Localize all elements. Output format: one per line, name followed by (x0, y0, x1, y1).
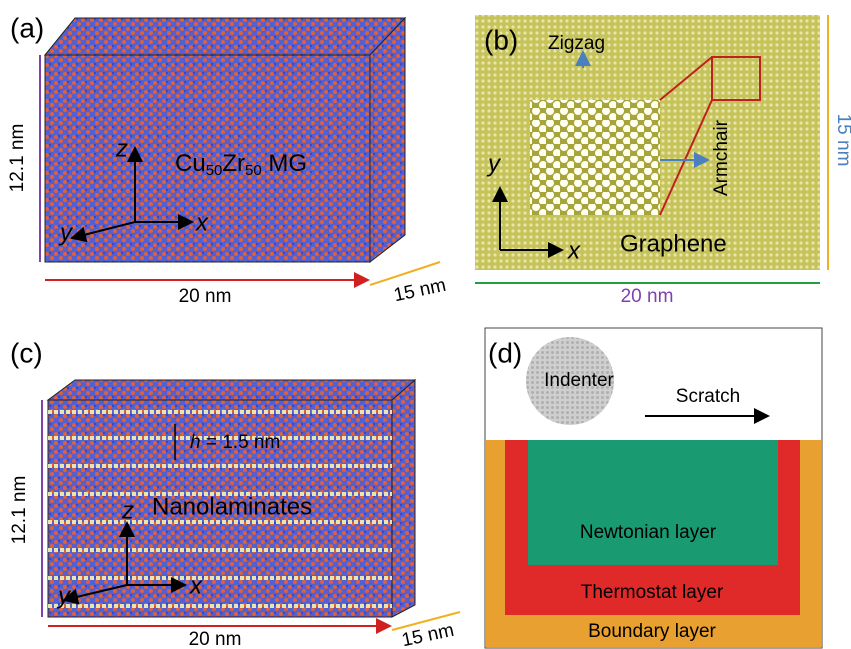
box-top (45, 18, 405, 55)
dimension-label: 15 nm (400, 620, 456, 649)
dimension-label: 20 nm (179, 286, 232, 307)
material-label: Cu50Zr50 MG (175, 150, 307, 179)
box-side (392, 380, 415, 617)
dimension-label: 15 nm (833, 114, 851, 167)
dimension-label: 20 nm (189, 629, 242, 649)
panel-label: (d) (488, 337, 522, 368)
indenter-label: Indenter (544, 370, 614, 391)
figure: (a) 12.1 nm 20 nm 15 nm Cu50Zr50 MG z x … (0, 0, 851, 649)
direction-label: Zigzag (548, 33, 605, 54)
dimension-label: 15 nm (392, 275, 448, 307)
material-label: Graphene (620, 230, 727, 257)
subscript: 50 (245, 162, 262, 179)
layer-label: Thermostat layer (581, 582, 724, 603)
panel-d: (d) Indenter Scratch Newtonian layer The… (485, 328, 822, 648)
layer-label: Boundary layer (588, 621, 716, 642)
axis-label: y (56, 582, 72, 609)
spacing-label: h = 1.5 nm (190, 432, 280, 453)
box-top (48, 380, 415, 400)
box-side (370, 18, 405, 262)
panel-b: (b) Zigzag Armchair y x Graphene 15 nm 2… (475, 15, 851, 307)
layer-label: Newtonian layer (580, 522, 717, 543)
subscript: 50 (206, 162, 223, 179)
axis-label: z (121, 497, 134, 524)
axis-label: y (58, 219, 74, 246)
element: Cu (175, 150, 206, 177)
dimension-label: 20 nm (621, 286, 674, 307)
value: = 1.5 nm (201, 432, 281, 453)
symbol: h (190, 432, 201, 453)
axis-label: x (189, 572, 203, 599)
panel-a: (a) 12.1 nm 20 nm 15 nm Cu50Zr50 MG z x … (7, 12, 448, 307)
suffix: MG (262, 150, 307, 177)
panel-label: (b) (484, 24, 518, 55)
axis-label: x (567, 237, 581, 264)
axis-label: z (115, 135, 128, 162)
direction-label: Armchair (711, 119, 732, 196)
axis-label: x (195, 209, 209, 236)
dimension-label: 12.1 nm (7, 124, 28, 193)
panel-label: (c) (10, 337, 43, 368)
scratch-label: Scratch (676, 386, 740, 407)
dimension-label: 12.1 nm (9, 476, 30, 545)
panel-c: (c) h = 1.5 nm Nanolaminates z x y 12.1 … (9, 337, 460, 649)
element: Zr (222, 150, 245, 177)
panel-label: (a) (10, 12, 44, 43)
newtonian-layer (528, 440, 778, 565)
material-label: Nanolaminates (152, 493, 312, 520)
axis-label: y (486, 150, 502, 177)
lattice-zoom (530, 100, 660, 215)
